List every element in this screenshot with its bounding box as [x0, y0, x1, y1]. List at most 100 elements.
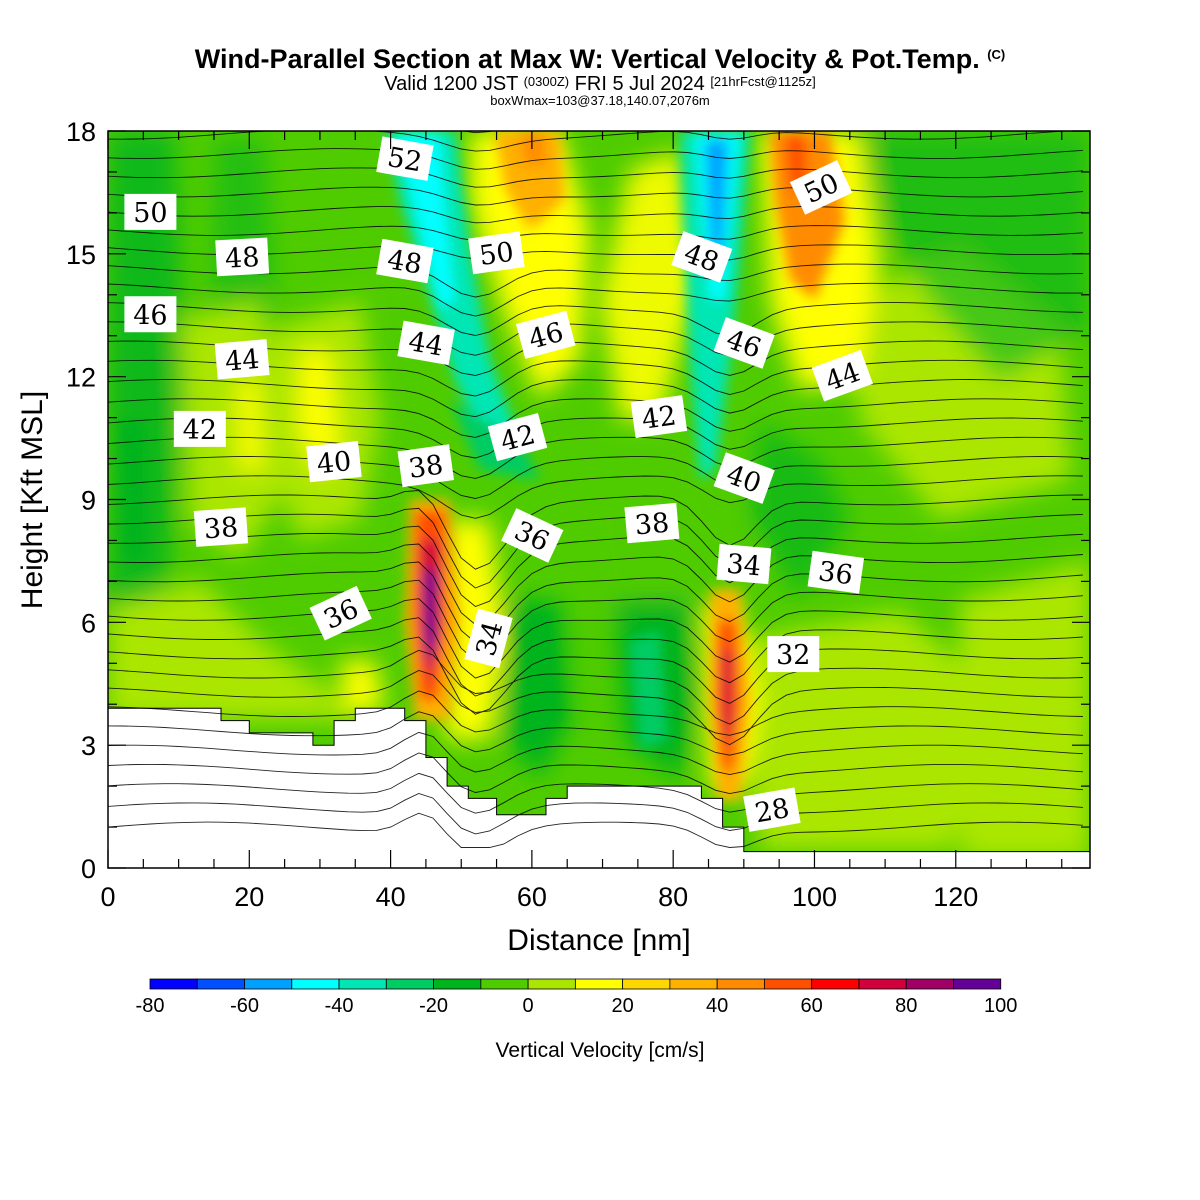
theta-contour-line — [108, 359, 1083, 397]
colorbar-swatch — [716, 978, 765, 990]
svg-text:44: 44 — [406, 326, 445, 362]
y-tick-label: 9 — [81, 486, 96, 516]
theta-contour-line — [108, 379, 1083, 418]
vertical-velocity-field — [108, 131, 1090, 868]
contour-label: 46 — [515, 310, 576, 359]
colorbar-swatch — [385, 978, 434, 990]
colorbar-swatch — [905, 978, 954, 990]
theta-contour-line — [108, 617, 1083, 697]
svg-text:36: 36 — [816, 556, 854, 591]
contour-label: 48 — [376, 238, 434, 284]
contour-label: 38 — [397, 444, 455, 488]
x-tick-label: 120 — [933, 882, 978, 912]
colorbar-swatch — [622, 978, 671, 990]
theta-contour-line — [108, 670, 1083, 746]
svg-text:38: 38 — [634, 508, 671, 542]
theta-contour-line — [108, 321, 1083, 357]
theta-contour-line — [108, 263, 1083, 298]
contour-label: 48 — [215, 237, 270, 277]
theta-contour-line — [108, 561, 1083, 644]
theta-contour-line — [108, 340, 1083, 376]
contour-label: 38 — [193, 507, 249, 547]
contour-label: 42 — [173, 410, 226, 447]
x-tick-label: 100 — [792, 882, 837, 912]
y-tick-label: 18 — [66, 117, 96, 147]
colorbar-swatch — [574, 978, 624, 990]
contour-label: 46 — [124, 296, 177, 333]
colorbar-swatch — [149, 978, 198, 990]
colorbar-tick-label: 80 — [895, 995, 917, 1017]
colorbar-swatch — [953, 978, 1002, 990]
theta-contour-line — [108, 490, 1083, 570]
contour-label: 38 — [624, 502, 680, 544]
svg-text:48: 48 — [385, 244, 424, 280]
colorbar-swatch — [244, 978, 293, 990]
x-tick-label: 0 — [100, 882, 115, 912]
colorbar-tick-label: -80 — [136, 995, 165, 1017]
svg-text:44: 44 — [224, 344, 261, 378]
x-tick-label: 20 — [234, 882, 264, 912]
svg-text:40: 40 — [315, 446, 352, 480]
theta-contour-line — [108, 636, 1083, 715]
colorbar-swatch — [480, 978, 529, 990]
theta-contour-line — [108, 507, 1083, 589]
colorbar-swatch — [338, 978, 387, 990]
theta-contour-line — [108, 167, 1083, 188]
colorbar-swatch — [433, 978, 482, 990]
colorbar: -80 -60 -40 -20 0 20 40 60 80 100 — [136, 978, 1017, 1017]
theta-contour-line — [108, 731, 1083, 776]
theta-contour-line — [108, 244, 1083, 261]
theta-contour-line — [108, 302, 1083, 337]
theta-contour-line — [108, 690, 1083, 736]
theta-contour-line — [108, 649, 1083, 725]
svg-text:42: 42 — [640, 400, 678, 435]
contour-label: 44 — [811, 349, 873, 402]
theta-contour-line — [108, 793, 1083, 835]
y-tick-label: 0 — [81, 854, 96, 884]
y-tick-label: 3 — [81, 731, 96, 761]
svg-text:34: 34 — [725, 549, 762, 583]
x-axis-label: Distance [nm] — [507, 924, 690, 957]
contour-label: 40 — [306, 441, 362, 483]
colorbar-swatch — [764, 978, 813, 990]
colorbar-tick-label: 100 — [984, 995, 1017, 1017]
theta-contour-line — [108, 148, 1083, 170]
colorbar-tick-label: -60 — [230, 995, 259, 1017]
colorbar-swatch — [291, 978, 340, 990]
contour-label: 34 — [716, 543, 772, 585]
theta-contour-line — [108, 598, 1083, 679]
colorbar-swatch — [858, 978, 907, 990]
x-tick-label: 40 — [376, 882, 406, 912]
theta-contour-line — [108, 579, 1083, 661]
contour-label: 36 — [807, 550, 865, 594]
contour-label: 50 — [468, 231, 525, 275]
contour-label: 50 — [124, 193, 177, 230]
theta-contour-line — [108, 772, 1083, 814]
svg-text:48: 48 — [224, 242, 260, 275]
theta-contour-line — [108, 711, 1083, 756]
svg-text:50: 50 — [477, 237, 515, 272]
theta-contour-line — [108, 543, 1083, 626]
colorbar-tick-label: 20 — [612, 995, 634, 1017]
contour-label: 32 — [767, 636, 820, 673]
chart-box-info: boxWmax=103@37.18,140.07,2076m — [490, 93, 710, 108]
svg-text:50: 50 — [133, 198, 167, 229]
theta-contour-line — [108, 417, 1083, 459]
y-tick-label: 6 — [81, 608, 96, 638]
theta-contour-line — [108, 398, 1083, 438]
theta-contour-line — [108, 525, 1083, 608]
colorbar-swatch — [669, 978, 718, 990]
colorbar-tick-label: 40 — [706, 995, 728, 1017]
y-tick-label: 15 — [66, 240, 96, 270]
contour-label: 42 — [630, 395, 688, 439]
theta-contour-line — [108, 206, 1083, 224]
svg-text:46: 46 — [133, 300, 167, 331]
theta-contour-line — [108, 282, 1083, 317]
chart-valid-time: Valid 1200 JST (0300Z) FRI 5 Jul 2024 [2… — [384, 73, 816, 95]
svg-text:38: 38 — [203, 512, 239, 545]
svg-text:52: 52 — [385, 142, 424, 178]
colorbar-tick-label: 0 — [523, 995, 534, 1017]
colorbar-tick-label: 60 — [801, 995, 823, 1017]
svg-text:32: 32 — [776, 640, 810, 671]
